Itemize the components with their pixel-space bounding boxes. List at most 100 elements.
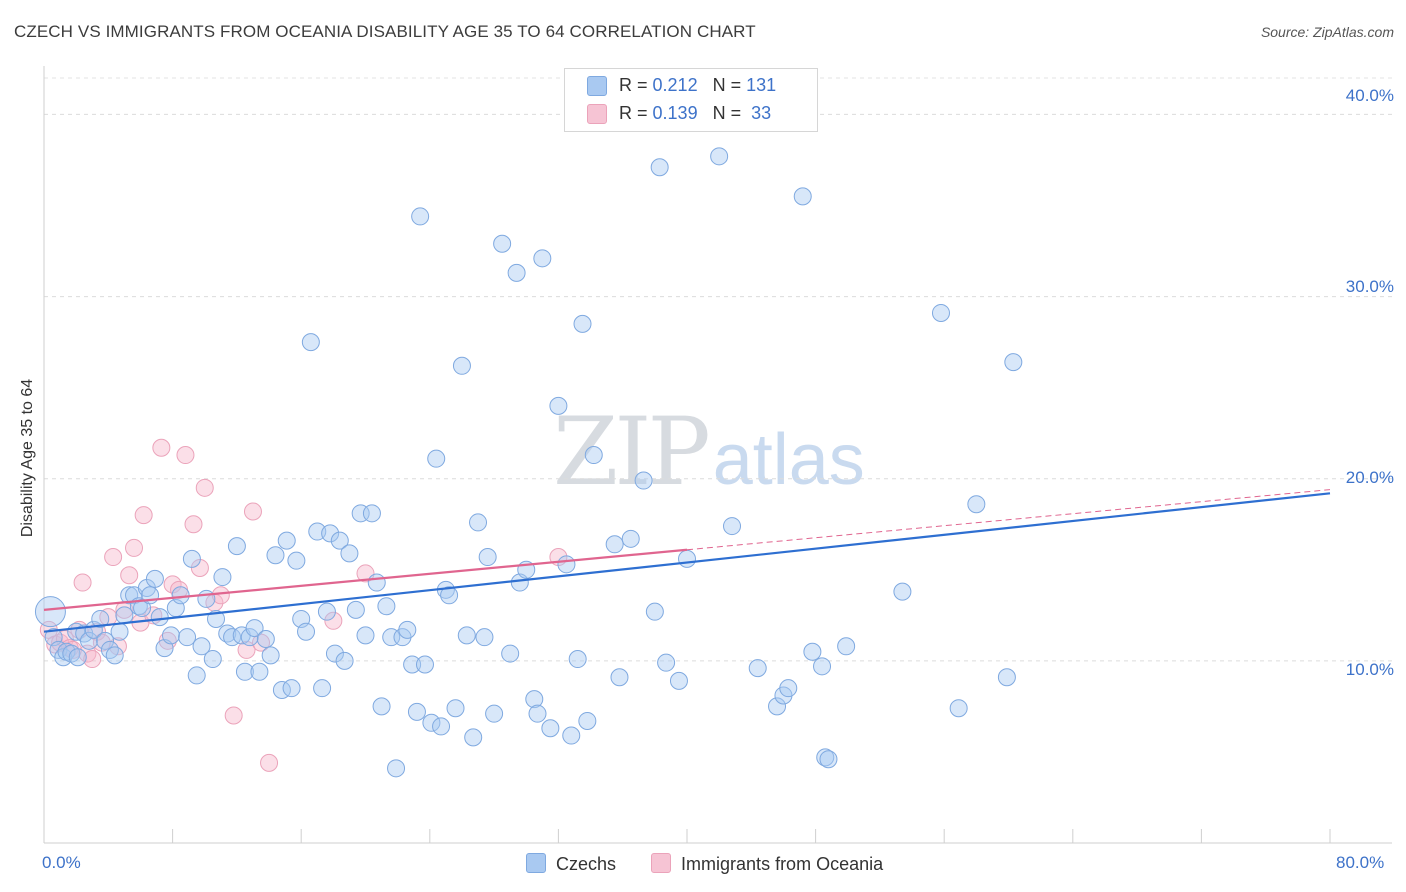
- czechs-point: [440, 586, 459, 605]
- y-tick-label: 20.0%: [1345, 468, 1394, 487]
- oceania-point: [125, 538, 144, 557]
- oceania-point: [176, 446, 195, 465]
- legend-label: Immigrants from Oceania: [681, 854, 884, 874]
- czechs-point: [819, 750, 838, 769]
- czechs-point: [203, 650, 222, 669]
- watermark: ZIPatlas: [553, 398, 865, 507]
- czechs-point: [813, 657, 832, 676]
- czechs-point: [432, 717, 451, 736]
- correlation-legend: R = 0.212 N = 131 R = 0.139 N = 33: [564, 68, 818, 132]
- czechs-point: [949, 699, 968, 718]
- czechs-point: [533, 249, 552, 268]
- legend-n-label: N =: [712, 75, 742, 95]
- czechs-point: [266, 546, 285, 565]
- legend-r-value: 0.139: [652, 103, 698, 123]
- czechs-point: [145, 569, 164, 588]
- czechs-point: [372, 697, 391, 716]
- czechs-point: [407, 702, 426, 721]
- czechs-point: [493, 234, 512, 253]
- czechs-point: [377, 597, 396, 616]
- czechs-point: [411, 207, 430, 226]
- czechs-point: [182, 549, 201, 568]
- czechs-point: [485, 704, 504, 723]
- czechs-swatch: [526, 853, 546, 873]
- oceania-point: [184, 515, 203, 534]
- czechs-point: [110, 622, 129, 641]
- czechs-point: [256, 630, 275, 648]
- legend-n-value: 33: [751, 103, 772, 123]
- chart-title: CZECH VS IMMIGRANTS FROM OCEANIA DISABIL…: [14, 22, 756, 41]
- oceania-point: [324, 611, 343, 630]
- czechs-point: [245, 619, 264, 638]
- czechs-point: [557, 555, 576, 574]
- czechs-point: [549, 396, 568, 415]
- czechs-point: [297, 622, 316, 641]
- y-tick-label: 10.0%: [1345, 660, 1394, 679]
- czechs-point: [452, 356, 471, 375]
- czechs-point: [605, 535, 624, 554]
- czechs-point: [573, 314, 592, 333]
- czechs-point: [816, 748, 835, 767]
- oceania-trendline-extension: [686, 489, 1331, 551]
- oceania-trendline: [43, 548, 688, 611]
- czechs-point: [325, 644, 344, 663]
- czechs-point: [356, 626, 375, 645]
- czechs-point: [330, 531, 349, 550]
- czechs-point: [768, 697, 787, 716]
- czechs-point: [645, 602, 664, 621]
- czechs-point: [415, 655, 434, 674]
- czechs-point: [150, 608, 169, 627]
- czechs-point: [398, 620, 417, 639]
- czechs-point: [321, 524, 340, 543]
- oceania-point: [224, 706, 243, 725]
- legend-item-oceania[interactable]: Immigrants from Oceania: [651, 853, 883, 875]
- oceania-point: [83, 650, 102, 669]
- legend-item-czechs[interactable]: Czechs: [526, 853, 616, 875]
- czechs-point: [187, 666, 206, 685]
- watermark-zip: ZIP: [553, 398, 711, 507]
- czechs-point: [340, 544, 359, 563]
- legend-r-value: 0.212: [652, 75, 698, 95]
- czechs-point: [250, 662, 269, 681]
- czechs-point: [282, 679, 301, 698]
- czechs-point: [178, 628, 197, 647]
- czechs-point: [997, 668, 1016, 687]
- czechs-point: [100, 640, 119, 659]
- czechs-point: [578, 711, 597, 730]
- oceania-point: [260, 753, 279, 772]
- y-axis-label: Disability Age 35 to 64: [19, 378, 36, 538]
- czechs-point: [621, 529, 640, 548]
- legend-row-oceania: R = 0.139 N = 33: [587, 103, 771, 127]
- x-tick-label: 0.0%: [42, 853, 81, 872]
- czechs-point: [240, 628, 259, 647]
- oceania-point: [120, 566, 139, 585]
- czechs-point: [346, 600, 365, 619]
- czechs-point: [446, 699, 465, 718]
- watermark-atlas: atlas: [712, 420, 865, 500]
- czechs-point: [464, 728, 483, 747]
- czechs-point: [469, 513, 488, 532]
- czechs-point: [1004, 353, 1023, 372]
- legend-label: Czechs: [556, 854, 617, 874]
- czechs-point: [161, 626, 180, 645]
- czechs-point: [96, 631, 115, 650]
- czechs-point: [301, 333, 320, 352]
- czechs-point: [422, 713, 441, 732]
- czechs-point: [562, 726, 581, 745]
- czechs-point: [457, 626, 476, 645]
- czechs-point: [678, 549, 696, 568]
- czechs-point: [779, 679, 798, 698]
- czechs-point: [501, 644, 520, 663]
- czechs-point: [227, 537, 246, 556]
- oceania-point: [134, 506, 153, 525]
- czechs-trendline: [43, 492, 1331, 633]
- czechs-point: [478, 548, 497, 567]
- czechs-point: [584, 446, 603, 465]
- czechs-point: [192, 637, 211, 656]
- oceania-swatch: [651, 853, 672, 873]
- czechs-point: [115, 606, 134, 625]
- czechs-point: [525, 690, 544, 709]
- czechs-point: [427, 449, 446, 468]
- czechs-point: [105, 646, 124, 665]
